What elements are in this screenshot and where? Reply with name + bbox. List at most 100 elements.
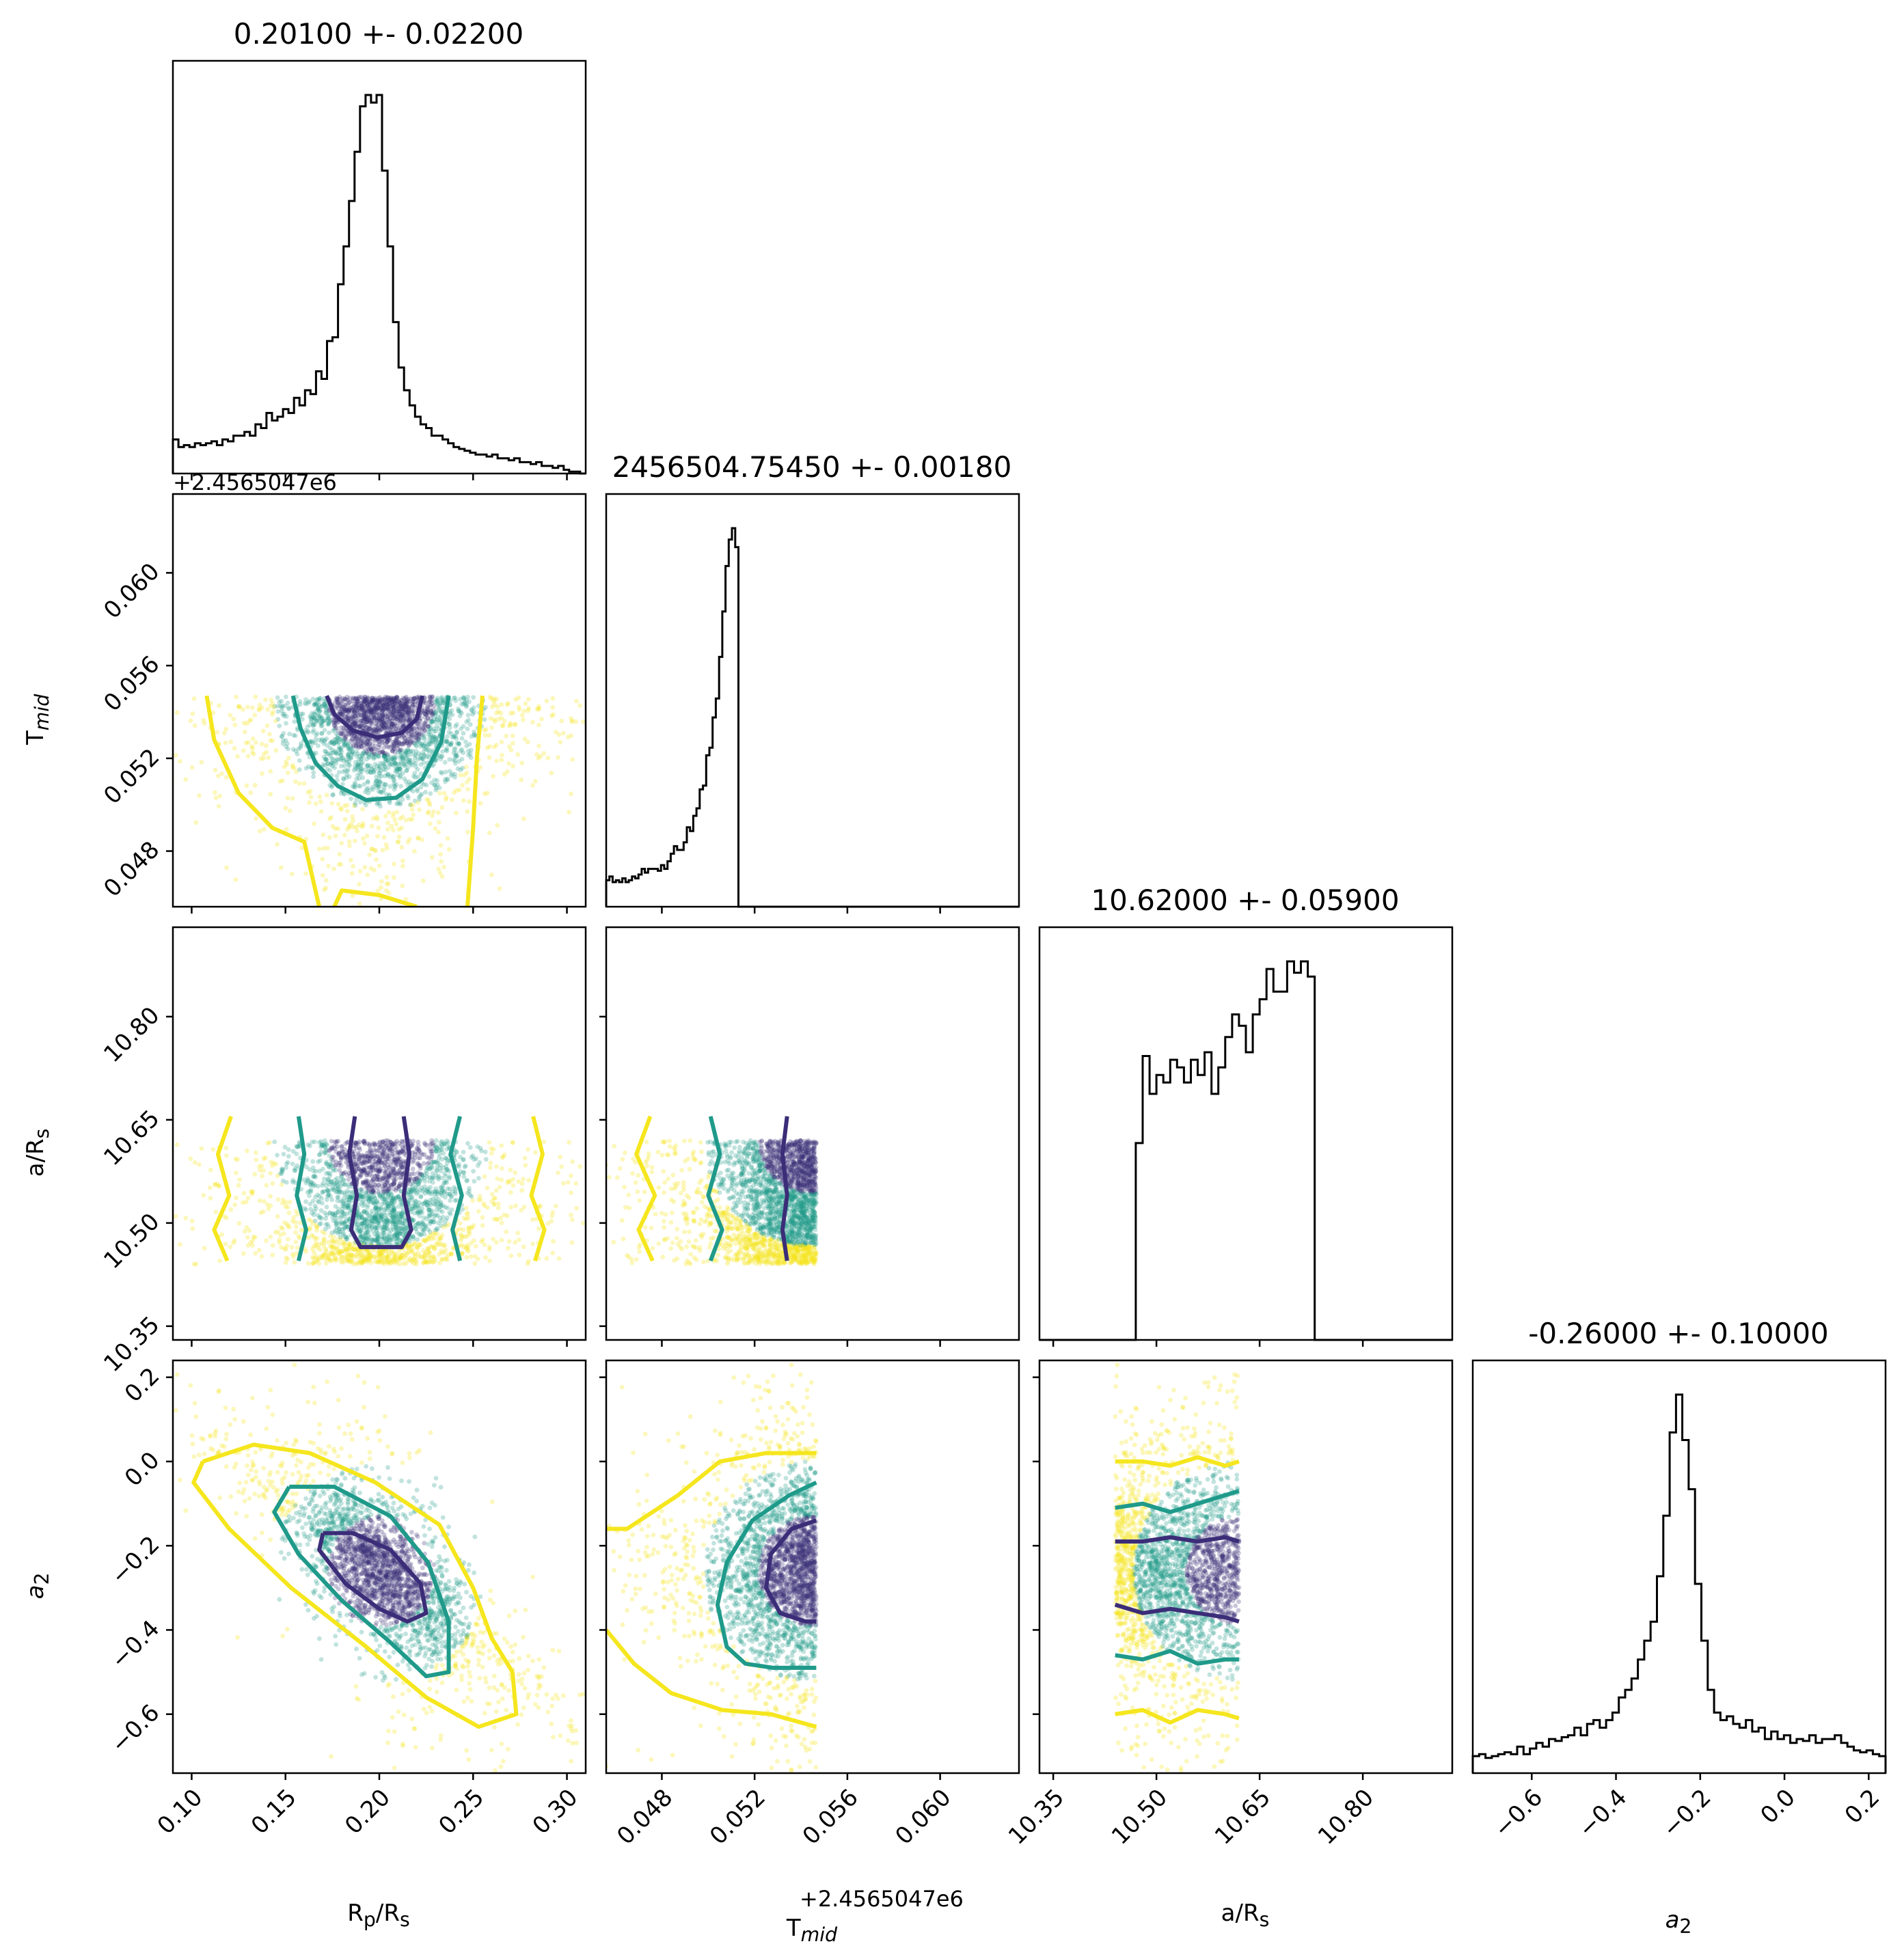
sample-point	[338, 704, 343, 709]
sample-point	[351, 1261, 356, 1267]
sample-point	[614, 786, 619, 791]
sample-point	[396, 801, 400, 806]
sample-point	[318, 799, 323, 804]
sample-point	[443, 1205, 448, 1210]
sample-point	[414, 730, 419, 736]
sample-point	[335, 735, 340, 741]
sample-point	[561, 1181, 566, 1186]
sample-point	[412, 756, 418, 761]
sample-point	[372, 717, 377, 723]
sample-point	[398, 726, 404, 730]
sample-point	[331, 722, 337, 728]
sample-point	[387, 744, 393, 750]
sample-point	[390, 713, 395, 717]
sample-point	[449, 708, 454, 713]
sample-point	[378, 698, 383, 703]
sample-point	[290, 1254, 296, 1259]
sample-point	[371, 727, 376, 732]
sample-point	[431, 1140, 435, 1146]
sample-point	[416, 757, 420, 762]
sample-point	[446, 1169, 452, 1174]
sample-point	[297, 702, 303, 707]
sample-point	[309, 765, 314, 770]
sample-point	[497, 886, 502, 891]
sample-point	[392, 696, 397, 700]
sample-point	[422, 746, 427, 752]
sample-point	[317, 794, 323, 799]
sample-point	[391, 744, 396, 749]
sample-point	[362, 1209, 367, 1215]
sample-point	[213, 790, 217, 795]
sample-point	[468, 755, 474, 760]
sample-point	[444, 739, 448, 744]
sample-point	[373, 706, 379, 711]
sample-point	[379, 724, 385, 729]
sample-point	[355, 1246, 359, 1252]
sample-point	[390, 713, 394, 718]
sample-point	[173, 752, 178, 758]
sample-point	[428, 732, 433, 737]
sample-point	[361, 717, 366, 722]
sample-point	[349, 731, 355, 737]
sample-point	[350, 814, 355, 819]
sample-point	[400, 704, 405, 709]
sample-point	[392, 709, 397, 713]
sample-point	[330, 728, 336, 733]
sample-point	[380, 705, 385, 711]
sample-point	[370, 698, 375, 703]
sample-point	[396, 726, 402, 730]
sample-point	[290, 796, 295, 801]
sample-point	[350, 737, 355, 742]
sample-point	[354, 700, 359, 704]
sample-point	[389, 823, 394, 829]
sample-point	[325, 767, 330, 771]
sample-point	[375, 725, 380, 730]
sample-point	[279, 734, 284, 739]
sample-point	[385, 1205, 391, 1211]
sample-point	[368, 770, 374, 775]
sample-point	[398, 713, 403, 718]
sample-point	[506, 1178, 511, 1183]
sample-point	[366, 713, 371, 717]
sample-point	[446, 722, 452, 727]
sample-point	[393, 784, 398, 789]
sample-point	[213, 795, 219, 800]
sample-point	[352, 784, 357, 790]
sample-point	[556, 1256, 562, 1261]
sample-point	[385, 724, 390, 730]
sample-point	[423, 711, 429, 717]
sample-point	[420, 756, 426, 761]
sample-point	[428, 791, 433, 796]
sample-point	[428, 708, 433, 713]
sample-point	[368, 770, 374, 775]
sample-point	[445, 1186, 450, 1191]
sample-point	[333, 719, 338, 724]
sample-point	[483, 704, 488, 710]
sample-point	[570, 1217, 575, 1222]
sample-point	[463, 765, 469, 769]
sample-point	[253, 1250, 258, 1256]
sample-point	[338, 725, 344, 730]
sample-point	[569, 715, 573, 721]
sample-point	[366, 702, 370, 708]
sample-point	[311, 715, 316, 721]
sample-point	[416, 721, 421, 726]
sample-point	[367, 718, 372, 723]
sample-point	[383, 764, 387, 769]
sample-point	[434, 697, 439, 702]
sample-point	[456, 709, 461, 714]
sample-point	[245, 704, 250, 710]
sample-point	[308, 715, 313, 720]
sample-point	[312, 1236, 318, 1242]
sample-point	[426, 748, 432, 752]
sample-point	[400, 1209, 406, 1215]
sample-point	[365, 741, 370, 746]
sample-point	[301, 781, 307, 786]
sample-point	[370, 696, 376, 701]
sample-point	[285, 770, 290, 776]
sample-point	[459, 910, 464, 915]
sample-point	[385, 771, 390, 777]
sample-point	[406, 711, 411, 716]
sample-point	[358, 713, 364, 718]
sample-point	[404, 702, 409, 708]
